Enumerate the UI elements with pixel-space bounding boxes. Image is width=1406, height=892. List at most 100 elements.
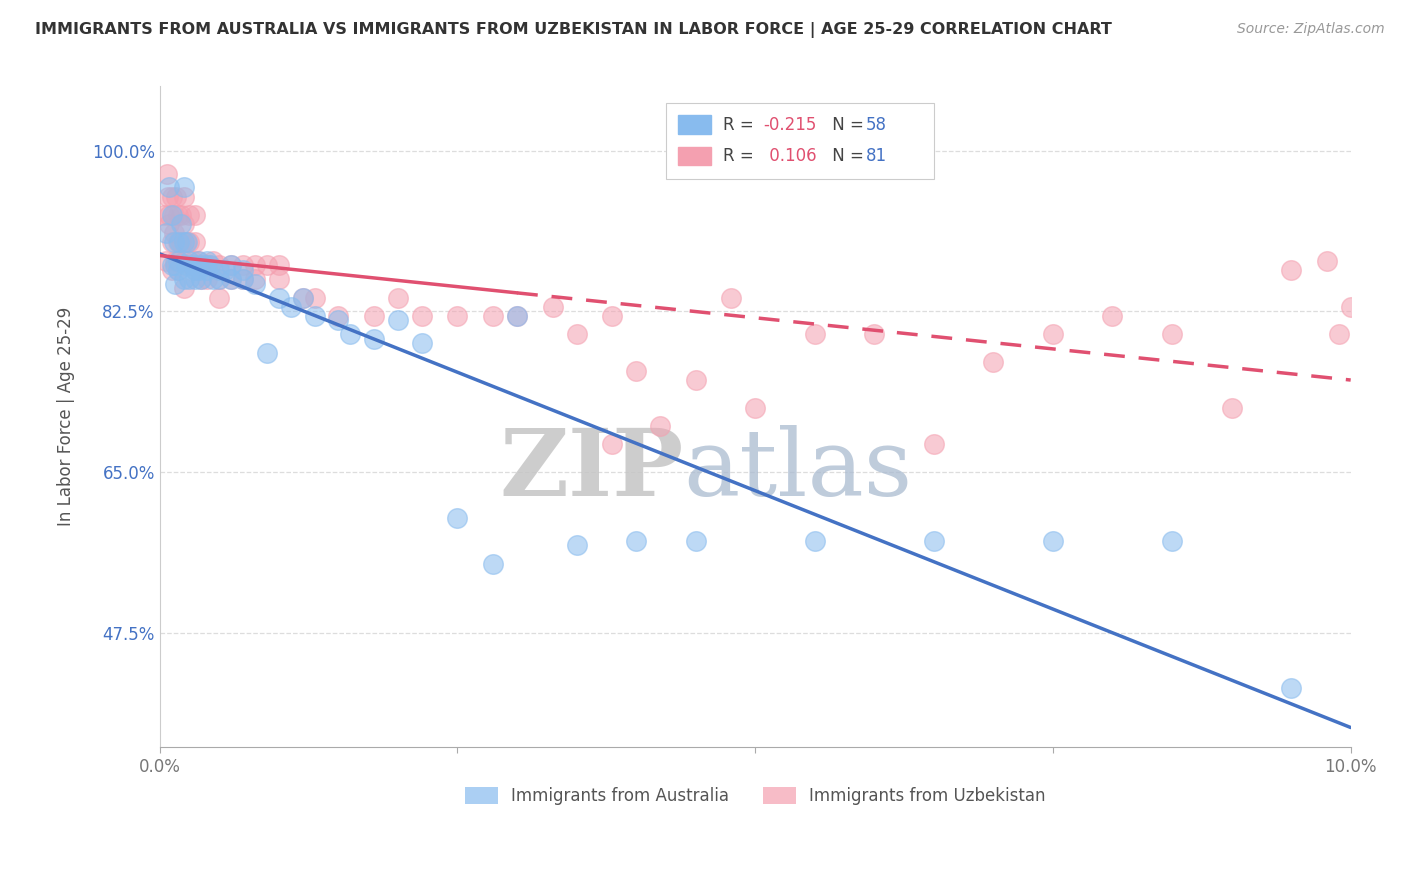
Point [328, 313, 350, 327]
Point [195, 253, 218, 268]
Text: N =: N = [827, 116, 869, 134]
Point [506, 309, 529, 323]
Point [720, 291, 742, 305]
Point [163, 235, 186, 250]
Point [166, 208, 188, 222]
Point [1220, 401, 1243, 415]
Point [184, 272, 207, 286]
Point [214, 263, 236, 277]
Point [482, 309, 505, 323]
Point [243, 259, 266, 273]
Point [1042, 327, 1064, 342]
Point [166, 235, 188, 250]
Point [165, 259, 187, 273]
Point [166, 263, 188, 277]
Point [387, 291, 409, 305]
Point [1042, 533, 1064, 548]
Point [173, 217, 195, 231]
Point [243, 272, 266, 286]
Text: R =: R = [723, 116, 759, 134]
Point [195, 272, 218, 286]
Point [446, 511, 468, 525]
Legend: Immigrants from Australia, Immigrants from Uzbekistan: Immigrants from Australia, Immigrants fr… [458, 780, 1053, 812]
Point [173, 272, 195, 286]
Point [922, 533, 945, 548]
Point [803, 327, 825, 342]
Point [184, 263, 207, 277]
Point [166, 263, 188, 277]
Point [184, 259, 207, 273]
Point [624, 364, 647, 378]
Point [165, 277, 187, 291]
Text: R =: R = [723, 147, 759, 165]
FancyBboxPatch shape [666, 103, 934, 179]
Point [256, 345, 278, 359]
Point [176, 235, 198, 250]
Point [219, 272, 242, 286]
Point [179, 208, 201, 222]
Point [179, 272, 201, 286]
Point [195, 263, 218, 277]
Point [1161, 327, 1184, 342]
Point [411, 336, 433, 351]
Point [363, 332, 385, 346]
Point [184, 263, 207, 277]
Point [482, 557, 505, 571]
Point [1161, 533, 1184, 548]
Point [181, 253, 204, 268]
Point [232, 263, 254, 277]
Point [267, 259, 290, 273]
Point [167, 253, 190, 268]
Point [685, 373, 707, 387]
Point [157, 208, 180, 222]
Point [744, 401, 766, 415]
Point [179, 253, 201, 268]
Point [173, 235, 195, 250]
Point [198, 259, 221, 273]
Point [387, 313, 409, 327]
Point [232, 272, 254, 286]
Point [208, 259, 231, 273]
Text: N =: N = [827, 147, 869, 165]
Point [179, 235, 201, 250]
Point [194, 259, 217, 273]
Point [506, 309, 529, 323]
Point [160, 263, 183, 277]
Point [243, 277, 266, 291]
Point [600, 309, 623, 323]
Point [202, 272, 225, 286]
Point [411, 309, 433, 323]
Point [219, 272, 242, 286]
Point [291, 291, 314, 305]
Point [232, 259, 254, 273]
Point [155, 226, 177, 240]
Point [363, 309, 385, 323]
Point [280, 300, 302, 314]
Text: ZIP: ZIP [499, 425, 683, 515]
Point [565, 327, 588, 342]
Point [291, 291, 314, 305]
Point [1316, 253, 1339, 268]
Y-axis label: In Labor Force | Age 25-29: In Labor Force | Age 25-29 [58, 307, 75, 526]
Point [170, 235, 193, 250]
Point [1327, 327, 1350, 342]
Point [188, 253, 211, 268]
Point [803, 533, 825, 548]
Bar [678, 115, 711, 134]
Point [166, 253, 188, 268]
Point [648, 419, 671, 434]
Point [983, 355, 1005, 369]
Text: 58: 58 [866, 116, 887, 134]
Point [165, 189, 187, 203]
Point [208, 272, 231, 286]
Point [167, 235, 190, 250]
Point [157, 217, 180, 231]
Point [170, 217, 193, 231]
Point [208, 263, 231, 277]
Point [267, 291, 290, 305]
Point [188, 263, 211, 277]
Point [922, 437, 945, 451]
Point [160, 235, 183, 250]
Point [190, 272, 212, 286]
Point [541, 300, 564, 314]
